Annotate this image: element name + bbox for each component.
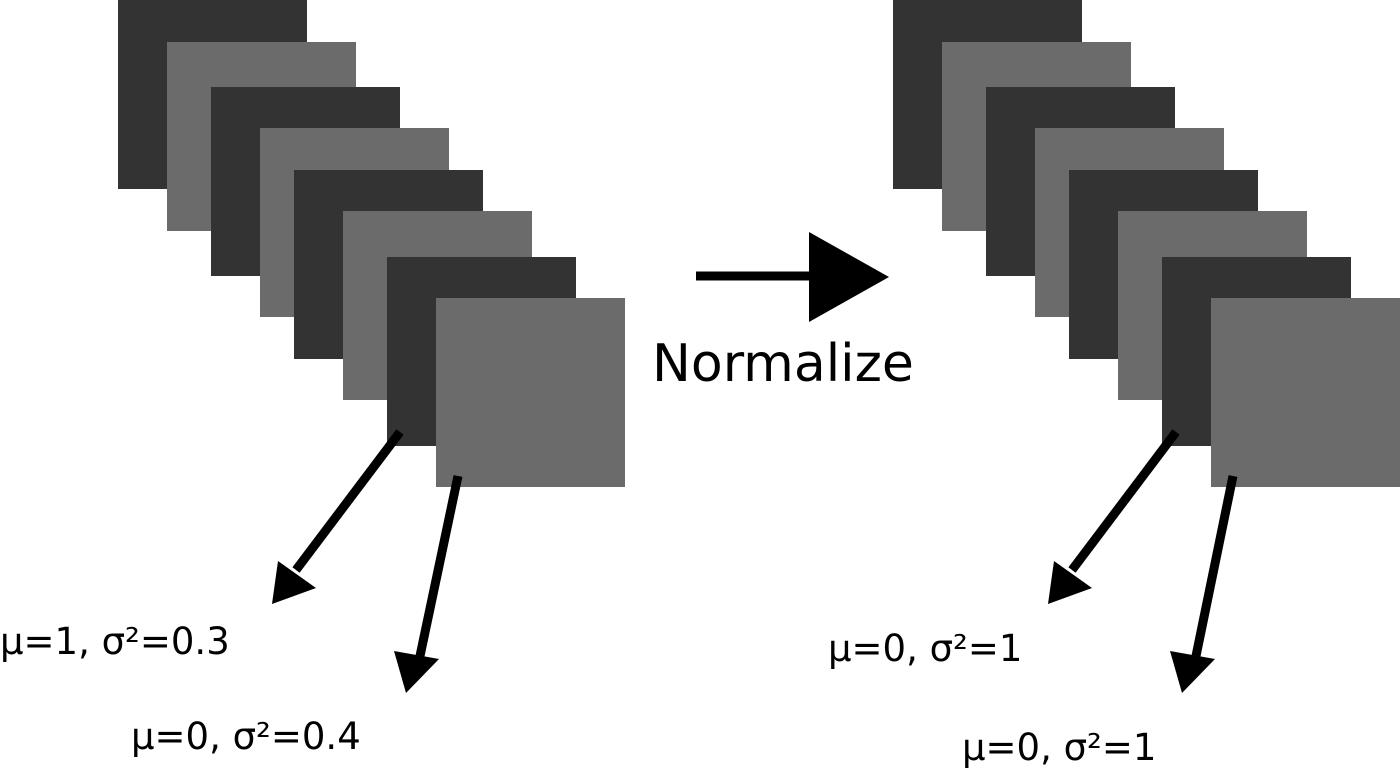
before-stat-label-b: μ=0, σ²=0.4 bbox=[131, 715, 361, 758]
normalize-label: Normalize bbox=[652, 334, 914, 394]
before-feature-map-stack bbox=[118, 0, 625, 487]
after-stat-label-a: μ=0, σ²=1 bbox=[828, 627, 1023, 670]
arrow-to-right-label-b bbox=[1191, 475, 1238, 657]
arrowhead-left-b bbox=[394, 651, 439, 693]
arrow-to-left-label-b bbox=[415, 475, 463, 657]
after-feature-map-stack bbox=[893, 0, 1400, 487]
normalize-arrow bbox=[696, 232, 889, 322]
after-annotation-arrows bbox=[1048, 429, 1238, 693]
normalize-arrowhead bbox=[809, 232, 889, 322]
arrow-to-right-label-a bbox=[1068, 429, 1180, 573]
arrow-to-left-label-a bbox=[292, 429, 404, 573]
arrowhead-right-b bbox=[1170, 651, 1215, 693]
feature-map-8 bbox=[436, 298, 625, 487]
before-annotation-arrows bbox=[272, 429, 463, 693]
feature-map-8 bbox=[1211, 298, 1400, 487]
before-stat-label-a: μ=1, σ²=0.3 bbox=[0, 620, 230, 663]
arrowhead-left-a bbox=[272, 561, 316, 604]
after-stat-label-b: μ=0, σ²=1 bbox=[962, 726, 1157, 769]
arrowhead-right-a bbox=[1048, 561, 1092, 604]
